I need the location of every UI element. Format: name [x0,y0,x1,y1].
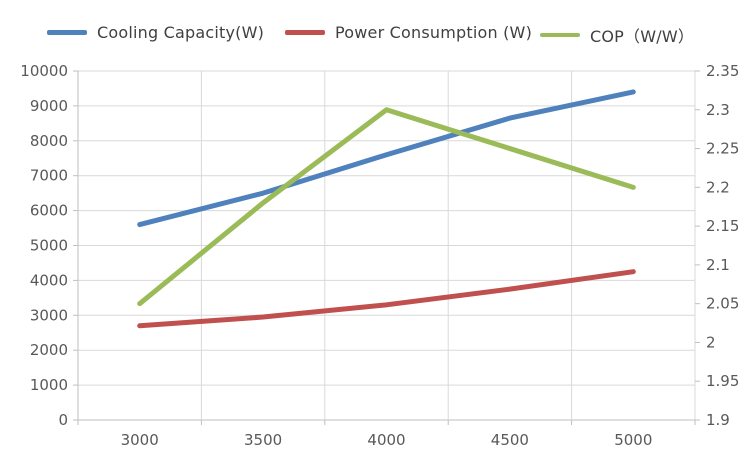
legend-label-power-consumption: Power Consumption (W) [335,23,533,42]
y-axis-left-tick-label: 9000 [30,97,68,115]
x-axis-tick-label: 4500 [491,431,529,449]
x-axis-tick-label: 3500 [244,431,282,449]
series-line-power-consumption-w [137,269,636,329]
legend-label-cooling-capacity: Cooling Capacity(W) [97,23,265,42]
y-axis-left-tick-label: 1000 [30,376,68,394]
y-axis-left-tick-label: 7000 [30,167,68,185]
y-axis-right-tick-label: 2 [706,333,716,351]
y-axis-right-tick-label: 1.95 [706,372,739,390]
cop-line-swatch [540,32,580,38]
y-axis-right-tick-label: 2.1 [706,256,730,274]
legend-label-cop: COP（W/W） [590,27,695,46]
series-line-cop-w-w [137,107,636,307]
power-consumption-line-swatch [285,30,325,35]
y-axis-left-tick-label: 10000 [20,62,68,80]
y-axis-left-tick-label: 6000 [30,202,68,220]
y-axis-right-tick-label: 2.25 [706,140,739,158]
chart-legend: Cooling Capacity(W) Power Consumption (W… [0,0,755,55]
y-axis-left-tick-label: 5000 [30,237,68,255]
y-axis-left-tick-label: 8000 [30,132,68,150]
y-axis-left-tick-label: 2000 [30,341,68,359]
legend-item-cooling-capacity: Cooling Capacity(W) [47,23,264,42]
y-axis-left-tick-label: 3000 [30,306,68,324]
y-axis-right-tick-label: 2.3 [706,101,730,119]
x-axis-tick-label: 4000 [367,431,405,449]
cooling-capacity-line-swatch [47,30,87,35]
y-axis-right-tick-label: 1.9 [706,411,730,429]
y-axis-right-tick-label: 2.35 [706,62,739,80]
y-axis-left-tick-label: 0 [58,411,68,429]
y-axis-right-tick-label: 2.2 [706,178,730,196]
y-axis-left-tick-label: 4000 [30,271,68,289]
x-axis-tick-label: 5000 [614,431,652,449]
series-line-cooling-capacity-w [137,89,636,228]
x-axis-tick-label: 3000 [121,431,159,449]
y-axis-right-tick-label: 2.05 [706,295,739,313]
y-axis-right-tick-label: 2.15 [706,217,739,235]
legend-item-cop: COP（W/W） [540,23,694,47]
legend-item-power-consumption: Power Consumption (W) [285,23,532,42]
